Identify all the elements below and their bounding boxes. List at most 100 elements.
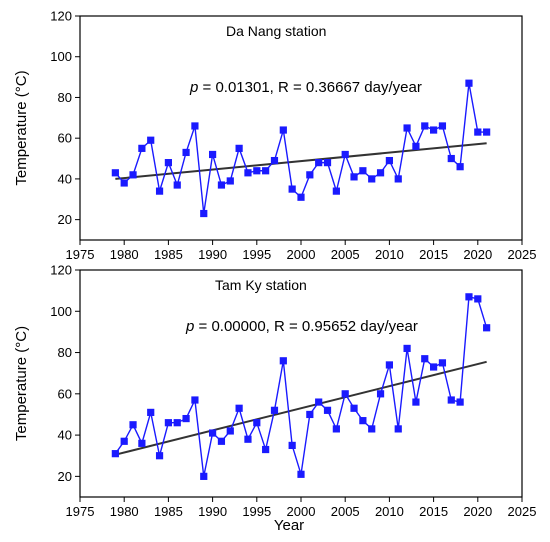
x-tick-label: 2005 (331, 504, 360, 519)
statistics-annotation: p = 0.00000, R = 0.95652 day/year (185, 318, 418, 335)
data-point (226, 177, 234, 185)
x-tick-label: 2025 (508, 504, 537, 519)
data-point (474, 295, 482, 303)
data-point (376, 169, 385, 177)
data-point (474, 128, 482, 136)
data-point (138, 439, 146, 447)
data-point (111, 169, 119, 177)
data-point (173, 181, 181, 189)
x-tick-label: 2005 (331, 247, 360, 262)
data-point (279, 357, 287, 365)
trend-line (115, 142, 487, 180)
data-point (262, 167, 270, 175)
data-point (376, 390, 385, 398)
data-point (315, 159, 323, 167)
x-tick-label: 1980 (110, 504, 139, 519)
data-point (270, 156, 279, 165)
x-tick-label: 2010 (375, 504, 404, 519)
data-point (217, 437, 226, 445)
data-point (306, 171, 314, 179)
data-point (217, 181, 226, 189)
data-point (182, 148, 190, 157)
data-point (164, 159, 172, 167)
data-point (323, 159, 332, 167)
x-tick-label: 2025 (508, 247, 537, 262)
data-point (191, 122, 199, 130)
x-tick-label: 1975 (66, 504, 95, 519)
data-point (403, 124, 411, 132)
data-point (129, 171, 137, 179)
data-point (200, 472, 208, 480)
data-point (173, 419, 181, 427)
data-point (430, 126, 438, 134)
data-point (456, 163, 464, 171)
y-tick-label: 20 (58, 212, 72, 227)
data-point (447, 396, 455, 404)
x-tick-label: 2000 (287, 247, 316, 262)
data-point (253, 167, 261, 175)
y-tick-label: 60 (58, 386, 72, 401)
x-tick-label: 1975 (66, 247, 95, 262)
x-tick-label: 2020 (463, 504, 492, 519)
panel-tam-ky: 1975 1980 1985 1990 1995 2000 2005 2010 2015 2020… (13, 263, 536, 535)
y-tick-label: 100 (50, 304, 72, 319)
data-point (111, 450, 119, 458)
x-tick-label: 1995 (242, 504, 271, 519)
data-point (350, 404, 358, 412)
data-point (368, 175, 376, 183)
panel-title: Da Nang station (226, 23, 326, 39)
data-point (438, 359, 447, 367)
panel-title: Tam Ky station (215, 277, 307, 293)
data-point (235, 404, 243, 412)
data-point (155, 187, 164, 195)
data-point (182, 414, 190, 423)
data-point (244, 169, 252, 177)
data-point (483, 128, 491, 136)
plot-frame (79, 15, 523, 241)
x-tick-label: 1990 (198, 247, 227, 262)
data-point (412, 398, 420, 406)
data-point (120, 179, 128, 187)
y-tick-label: 80 (58, 345, 72, 360)
x-axis-title: Year (274, 517, 304, 534)
data-point (155, 452, 164, 460)
x-tick-label: 1995 (242, 247, 271, 262)
data-point (421, 355, 429, 363)
data-point (350, 173, 358, 181)
y-axis-title: Temperature (°C) (13, 70, 30, 185)
y-tick-label: 40 (58, 171, 72, 186)
data-point (191, 396, 199, 404)
data-point (279, 126, 287, 134)
plot-frame (79, 269, 523, 498)
data-point (394, 425, 402, 433)
y-axis-title: Temperature (°C) (13, 326, 30, 441)
data-point (403, 344, 411, 353)
data-point (297, 470, 305, 478)
y-tick-label: 80 (58, 90, 72, 105)
data-point (483, 324, 491, 332)
x-tick-label: 2015 (419, 247, 448, 262)
y-tick-label: 60 (58, 131, 72, 146)
data-point (359, 417, 367, 425)
x-tick-label: 1990 (198, 504, 227, 519)
data-point (385, 156, 393, 165)
data-point (164, 419, 172, 427)
data-point (270, 406, 279, 414)
x-tick-label: 2010 (375, 247, 404, 262)
statistics-text: = 0.01301, R = 0.36667 day/year (198, 79, 422, 96)
data-point (341, 150, 349, 159)
y-tick-label: 100 (50, 49, 72, 64)
x-tick-label: 2020 (463, 247, 492, 262)
data-point (120, 437, 128, 445)
y-tick-label: 40 (58, 428, 72, 443)
data-point (394, 175, 402, 183)
data-point (447, 154, 455, 163)
x-tick-label: 2015 (419, 504, 448, 519)
statistics-annotation: p = 0.01301, R = 0.36667 day/year (189, 79, 422, 96)
p-symbol: p (189, 79, 198, 96)
data-point (297, 193, 305, 201)
y-tick-label: 120 (50, 9, 72, 24)
data-point (209, 429, 217, 437)
data-point (129, 421, 137, 429)
data-point (368, 425, 376, 433)
